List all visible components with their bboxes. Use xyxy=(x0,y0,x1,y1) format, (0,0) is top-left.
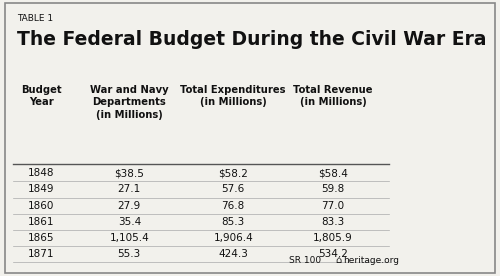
Text: 424.3: 424.3 xyxy=(218,249,248,259)
Text: Total Expenditures
(in Millions): Total Expenditures (in Millions) xyxy=(180,85,286,107)
Text: TABLE 1: TABLE 1 xyxy=(18,14,54,23)
Text: 1848: 1848 xyxy=(28,168,54,178)
Text: 55.3: 55.3 xyxy=(118,249,141,259)
Text: 83.3: 83.3 xyxy=(322,217,345,227)
Text: 1849: 1849 xyxy=(28,184,54,194)
Text: $38.5: $38.5 xyxy=(114,168,144,178)
Text: 57.6: 57.6 xyxy=(222,184,245,194)
Text: ⌂: ⌂ xyxy=(335,255,342,265)
Text: 534.2: 534.2 xyxy=(318,249,348,259)
Text: 1,105.4: 1,105.4 xyxy=(110,233,149,243)
Text: SR 100: SR 100 xyxy=(289,256,322,265)
Text: 1,805.9: 1,805.9 xyxy=(314,233,353,243)
Text: Total Revenue
(in Millions): Total Revenue (in Millions) xyxy=(294,85,373,107)
Text: heritage.org: heritage.org xyxy=(343,256,399,265)
Text: 1860: 1860 xyxy=(28,201,54,211)
Text: 27.9: 27.9 xyxy=(118,201,141,211)
Text: 85.3: 85.3 xyxy=(222,217,245,227)
Text: 77.0: 77.0 xyxy=(322,201,344,211)
Text: 35.4: 35.4 xyxy=(118,217,141,227)
Text: 76.8: 76.8 xyxy=(222,201,245,211)
Text: War and Navy
Departments
(in Millions): War and Navy Departments (in Millions) xyxy=(90,85,168,120)
Text: Budget
Year: Budget Year xyxy=(21,85,61,107)
Text: 1871: 1871 xyxy=(28,249,54,259)
Text: 1861: 1861 xyxy=(28,217,54,227)
Text: 1,906.4: 1,906.4 xyxy=(214,233,253,243)
Text: 59.8: 59.8 xyxy=(322,184,345,194)
Text: The Federal Budget During the Civil War Era: The Federal Budget During the Civil War … xyxy=(18,30,487,49)
Text: 27.1: 27.1 xyxy=(118,184,141,194)
Text: $58.4: $58.4 xyxy=(318,168,348,178)
Text: 1865: 1865 xyxy=(28,233,54,243)
Text: $58.2: $58.2 xyxy=(218,168,248,178)
